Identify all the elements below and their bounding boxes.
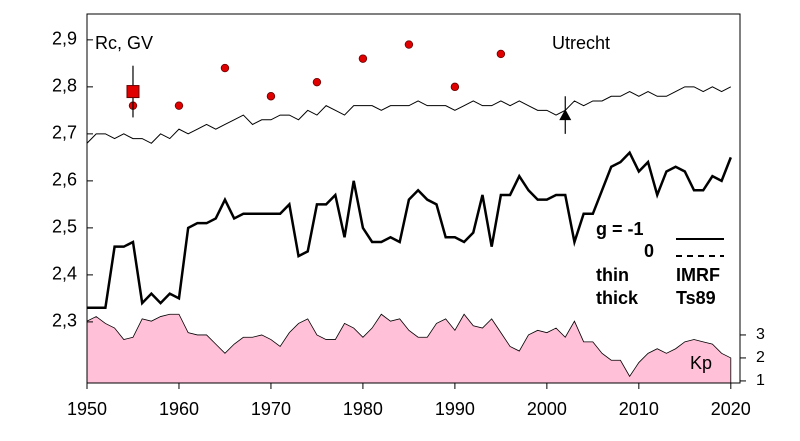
y2-tick-label: 2 (756, 349, 765, 366)
data-point (220, 63, 230, 73)
legend-text: IMRF (676, 265, 720, 285)
square-marker (126, 85, 140, 99)
x-tick-label: 1980 (343, 399, 383, 419)
y-tick-label: 2,4 (52, 264, 77, 284)
kp-area (86, 313, 732, 384)
y-tick-label: 2,7 (52, 123, 77, 143)
legend-text: thick (596, 288, 639, 308)
y-tick-label: 2,3 (52, 311, 77, 331)
y-tick-label: 2,8 (52, 76, 77, 96)
y2-tick-label: 3 (756, 326, 765, 343)
data-point (450, 82, 460, 92)
y-tick-label: 2,5 (52, 217, 77, 237)
x-tick-label: 2010 (619, 399, 659, 419)
station-label: Utrecht (552, 33, 610, 53)
x-tick-label: 1960 (159, 399, 199, 419)
rc-line (86, 86, 732, 144)
rc-line (87, 150, 732, 310)
data-point (266, 92, 276, 101)
triangle-marker (559, 109, 572, 121)
legend-text: 0 (644, 241, 654, 261)
legend-text: g = -1 (596, 219, 644, 239)
legend-text: thin (596, 265, 629, 285)
legend-text: Ts89 (676, 288, 716, 308)
kp-label: Kp (690, 353, 712, 373)
y2-tick-label: 1 (756, 372, 765, 389)
x-tick-label: 2020 (711, 399, 751, 419)
data-point (496, 49, 506, 59)
y-tick-label: 2,9 (52, 29, 77, 49)
x-tick-label: 2000 (527, 399, 567, 419)
x-tick-label: 1990 (435, 399, 475, 419)
plot-frame (86, 13, 741, 384)
data-point (174, 101, 184, 110)
data-point (312, 77, 322, 87)
legend: g = -1 0 thin thick IMRF Ts89 (596, 219, 724, 308)
y-axis-label: Rc, GV (95, 33, 153, 53)
data-point (404, 40, 414, 49)
x-tick-label: 1950 (67, 399, 107, 419)
y-tick-label: 2,6 (52, 170, 77, 190)
x-tick-label: 1970 (251, 399, 291, 419)
data-point (358, 54, 368, 63)
plot: Kp 2,3 2,4 2,5 2,6 2,7 2,8 2,9 1 2 3 1950 1960 1970 19… (52, 13, 765, 419)
